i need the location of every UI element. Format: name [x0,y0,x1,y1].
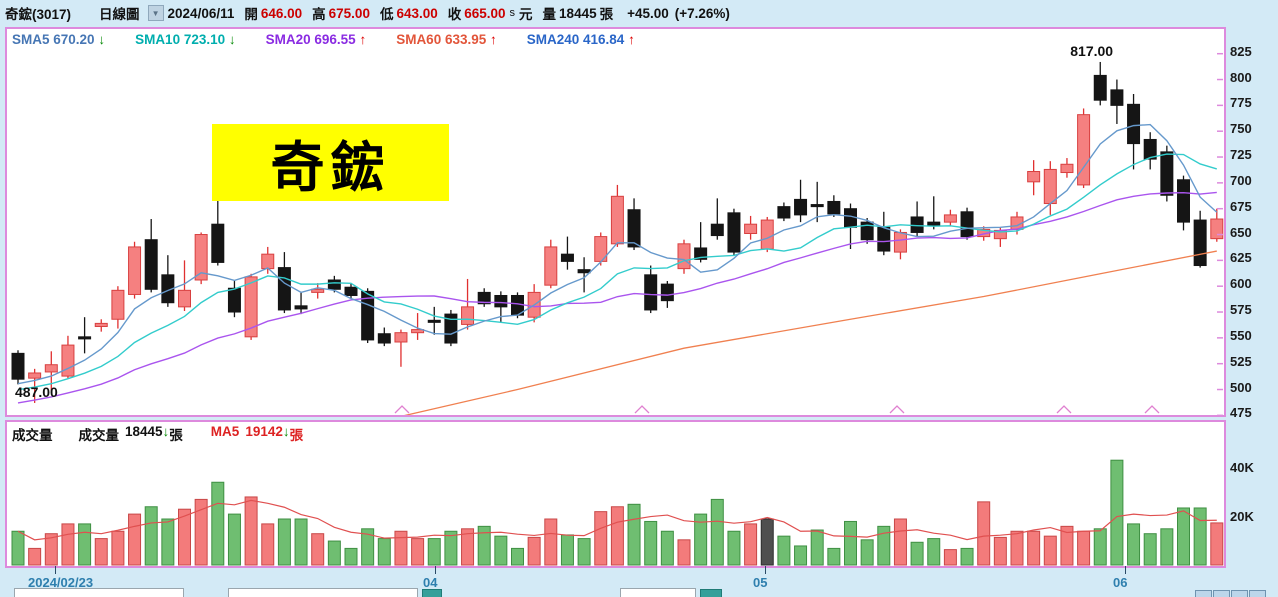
volume-series-unit: 張 [169,428,183,443]
x-axis-label: 06 [1113,575,1128,590]
quote-date: 2024/06/11 [167,5,235,21]
price-axis-label: 600 [1230,276,1252,292]
volume-legend-row: 成交量 成交量 18445 ↓ 張 MA5 19142 ↓ 張 [12,424,303,444]
sma-text: SMA5 670.20 [12,32,99,47]
volume-axis-label: 40K [1230,460,1254,475]
change-value: +45.00 [627,5,669,21]
volume-ma-unit: 張 [289,428,304,443]
price-axis-label: 550 [1230,327,1252,343]
sma-text: SMA240 416.84 [526,32,629,47]
volume-unit: 張 [599,7,614,22]
sma-legend-item-sma10: SMA10 723.10 ↓ [135,32,236,47]
sma-legend-item-sma240: SMA240 416.84 ↑ [527,32,635,47]
price-axis-label: 575 [1230,302,1252,318]
sma-legend-item-sma60: SMA60 633.95 ↑ [396,32,497,47]
volume-value: 18445 [559,5,597,21]
bottom-dropdown-partial[interactable] [620,588,696,597]
volume-chart-pane: 成交量 成交量 18445 ↓ 張 MA5 19142 ↓ 張 [5,420,1226,568]
bottom-input-partial[interactable] [228,588,418,597]
price-axis-label: 800 [1230,69,1252,85]
volume-chart[interactable] [7,422,1224,566]
bottom-button-partial[interactable] [700,589,722,597]
x-axis-tick [435,566,436,574]
sma-direction-arrow: ↓ [98,32,106,47]
change-percent: (+7.26%) [674,5,730,21]
price-axis-label: 775 [1230,95,1252,111]
open-value: 646.00 [260,5,303,21]
sma-text: SMA60 633.95 [396,32,490,47]
period-low-label: 487.00 [15,384,58,400]
period-high-label: 817.00 [1070,43,1114,59]
volume-series-value: 18445 [125,424,163,439]
x-axis-tick [1125,566,1126,574]
bottom-button-partial[interactable] [1213,590,1230,597]
price-axis-label: 500 [1230,379,1252,395]
header-bar: 奇鋐(3017) 日線圖 ▼ 2024/06/11 開 646.00 高 675… [5,2,730,24]
sma-direction-arrow: ↑ [628,32,635,47]
price-axis-label: 475 [1230,405,1252,421]
sma-direction-arrow: ↑ [490,32,497,47]
chart-type-label[interactable]: 日線圖 [99,7,140,22]
sma-legend-item-sma5: SMA5 670.20 ↓ [12,32,105,47]
volume-axis-label: 20K [1230,509,1254,524]
high-label: 高 [312,7,326,22]
sma-text: SMA20 696.55 [265,32,360,47]
price-axis-label: 650 [1230,224,1252,240]
x-axis-tick [55,566,56,574]
price-axis-label: 625 [1230,250,1252,266]
volume-direction-arrow: ↓ [162,424,170,439]
close-value: 665.00 [464,5,506,21]
price-axis-label: 700 [1230,172,1252,188]
stock-name-watermark: 奇鋐 [212,124,449,201]
sma-legend-row: SMA5 670.20 ↓ SMA10 723.10 ↓ SMA20 696.55 … [12,32,665,47]
price-axis-label: 750 [1230,121,1252,137]
volume-ma-label: MA5 [210,424,240,439]
price-axis-label: 675 [1230,198,1252,214]
low-label: 低 [379,7,394,22]
candlestick-chart[interactable] [7,29,1224,415]
sma-legend-item-sma20: SMA20 696.55 ↑ [266,32,367,47]
low-value: 643.00 [396,5,438,21]
sma-direction-arrow: ↓ [228,32,236,47]
close-label: 收 [447,7,462,22]
price-axis-label: 525 [1230,353,1252,369]
unit-label: 元 [519,7,533,22]
bottom-input-partial[interactable] [14,588,184,597]
suffix-s: s [509,7,516,19]
volume-pane-title: 成交量 [12,428,53,443]
volume-ma-value: 19142 [245,424,283,439]
x-axis-label: 04 [423,575,438,590]
bottom-button-partial[interactable] [1249,590,1266,597]
price-axis-label: 825 [1230,43,1252,59]
bottom-button-partial[interactable] [1231,590,1248,597]
x-axis-tick [765,566,766,574]
price-axis-label: 725 [1230,147,1252,163]
price-chart-pane: SMA5 670.20 ↓ SMA10 723.10 ↓ SMA20 696.55 … [5,27,1226,417]
volume-label: 量 [542,7,557,22]
bottom-button-partial[interactable] [1195,590,1212,597]
stock-name: 奇鋐(3017) [5,7,72,22]
high-value: 675.00 [328,5,370,21]
bottom-button-partial[interactable] [422,589,442,597]
volume-series-label: 成交量 [78,428,120,443]
volume-ma-direction-arrow: ↓ [282,424,290,439]
x-axis-label: 2024/02/23 [28,575,94,590]
sma-direction-arrow: ↑ [359,32,367,47]
x-axis-label: 05 [753,575,768,590]
sma-text: SMA10 723.10 [135,32,229,47]
chart-type-dropdown-icon[interactable]: ▼ [147,5,164,21]
open-label: 開 [244,7,258,22]
